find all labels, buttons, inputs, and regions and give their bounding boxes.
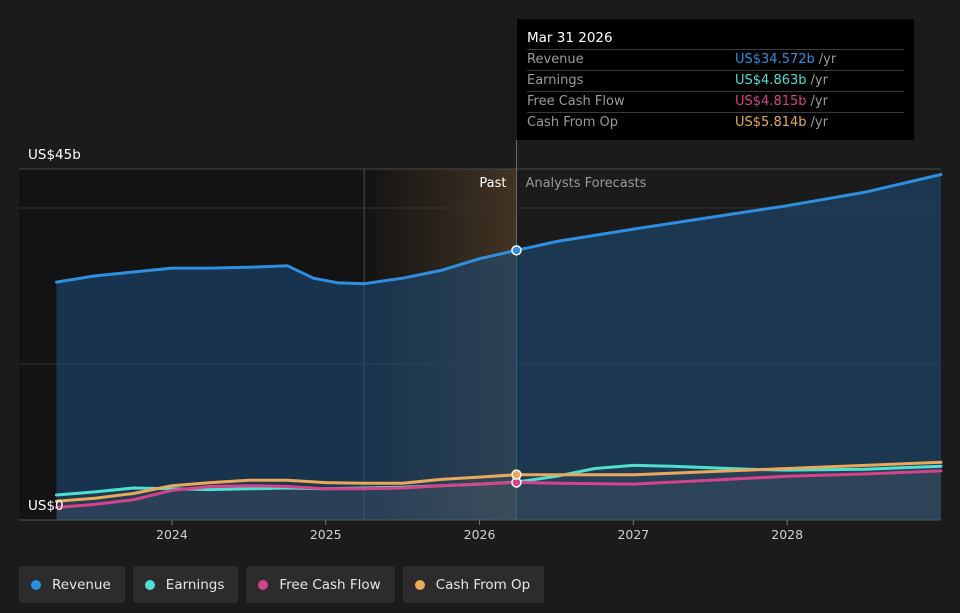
legend-label: Cash From Op <box>435 576 531 593</box>
tooltip-row-revenue: Revenue US$34.572b /yr <box>527 49 904 70</box>
chart-tooltip: Mar 31 2026 Revenue US$34.572b /yr Earni… <box>517 19 914 140</box>
legend-label: Earnings <box>165 576 225 593</box>
tooltip-row-cash-from-op: Cash From Op US$5.814b /yr <box>527 112 904 133</box>
legend-dot-icon <box>414 579 425 590</box>
legend-item-free-cash-flow[interactable]: Free Cash Flow <box>246 566 395 603</box>
series-area <box>56 470 941 520</box>
legend-item-earnings[interactable]: Earnings <box>132 566 239 603</box>
tooltip-label: Revenue <box>527 52 584 67</box>
tooltip-value: US$5.814b <box>735 115 807 130</box>
tooltip-label: Cash From Op <box>527 115 619 130</box>
tooltip-date: Mar 31 2026 <box>527 30 613 46</box>
chart-legend: Revenue Earnings Free Cash Flow Cash Fro… <box>19 566 545 603</box>
x-tick-label: 2028 <box>771 527 803 542</box>
tooltip-unit: /yr <box>818 52 837 67</box>
legend-dot-icon <box>144 579 155 590</box>
revenue-area <box>56 174 941 520</box>
revenue-line <box>55 173 943 286</box>
legend-dot-icon <box>31 579 41 590</box>
cash-from-op-line <box>55 460 943 503</box>
tooltip-unit: /yr <box>810 115 828 130</box>
cash-from-op-marker <box>511 469 522 480</box>
legend-label: Free Cash Flow <box>279 576 381 593</box>
tooltip-value: US$4.815b <box>735 94 807 109</box>
tooltip-label: Free Cash Flow <box>527 94 625 109</box>
legend-label: Revenue <box>52 576 111 593</box>
free-cash-flow-line <box>55 469 943 509</box>
legend-item-cash-from-op[interactable]: Cash From Op <box>402 566 545 603</box>
tooltip-row-earnings: Earnings US$4.863b /yr <box>527 70 904 91</box>
x-tick-label: 2025 <box>310 527 342 542</box>
past-region-label: Past <box>479 176 506 191</box>
series-area <box>56 462 941 520</box>
x-tick-label: 2024 <box>156 527 188 542</box>
revenue-marker <box>511 245 522 256</box>
forecast-region-label: Analysts Forecasts <box>525 176 646 191</box>
tooltip-value: US$4.863b <box>735 73 807 88</box>
x-tick-label: 2027 <box>617 527 649 542</box>
tooltip-unit: /yr <box>810 94 828 109</box>
tooltip-value: US$34.572b <box>735 52 815 67</box>
y-axis-label-min: US$0 <box>28 498 64 514</box>
legend-dot-icon <box>258 579 269 590</box>
y-axis-label-max: US$45b <box>28 147 81 163</box>
tooltip-row-free-cash-flow: Free Cash Flow US$4.815b /yr <box>527 91 904 112</box>
legend-item-revenue[interactable]: Revenue <box>19 566 125 603</box>
tooltip-label: Earnings <box>527 73 584 88</box>
tooltip-unit: /yr <box>810 73 828 88</box>
x-tick-label: 2026 <box>464 527 496 542</box>
